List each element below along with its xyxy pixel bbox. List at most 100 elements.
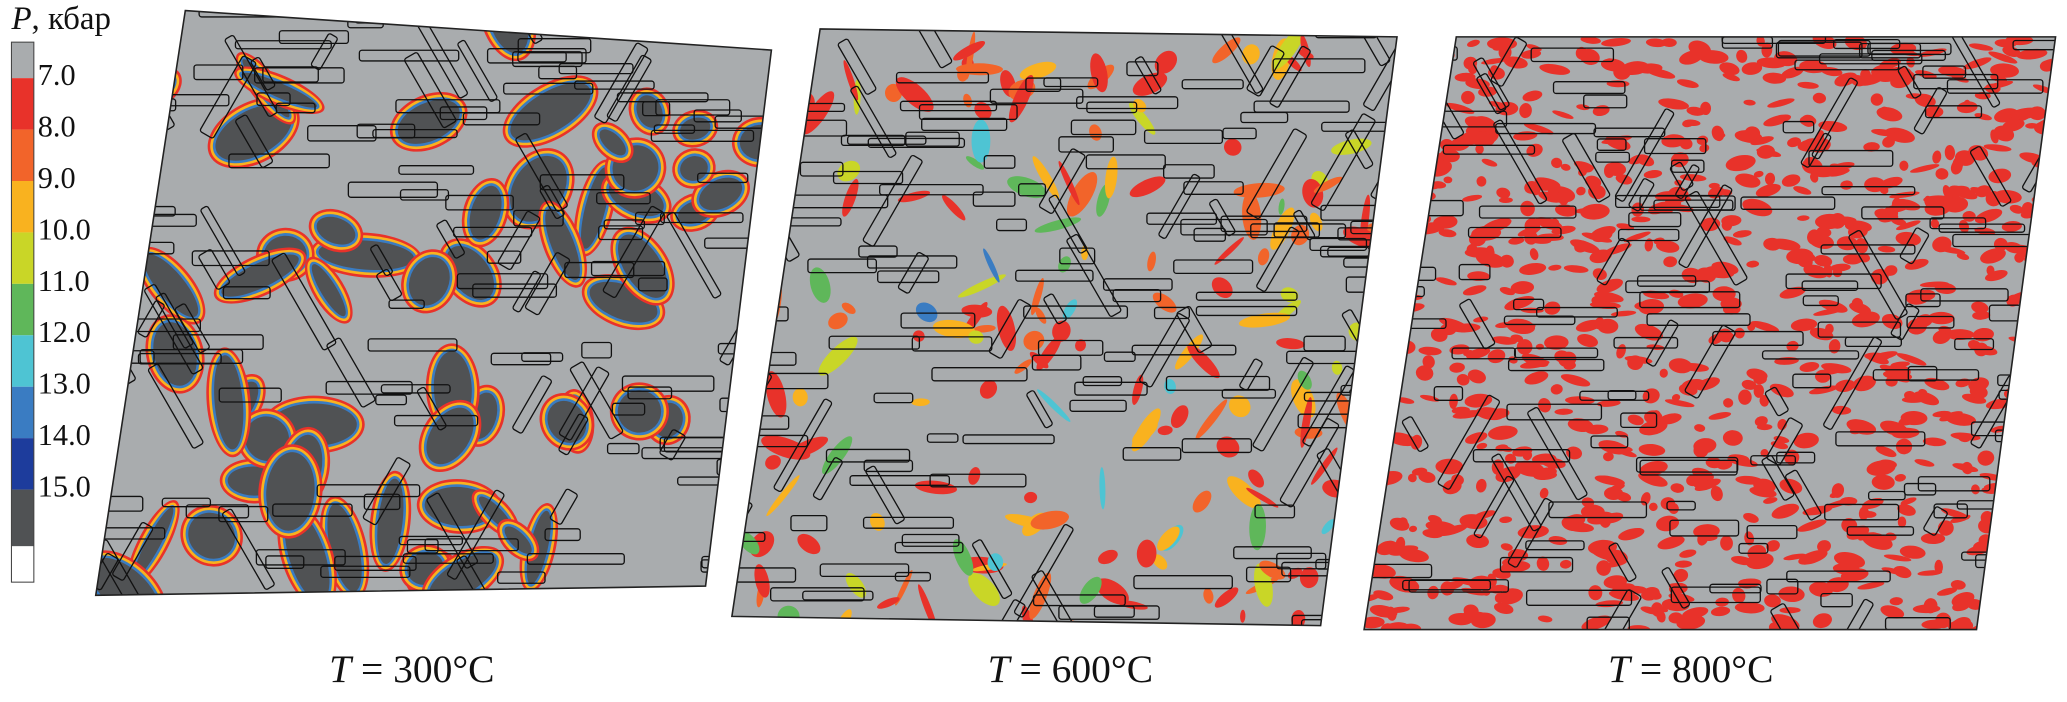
pressure-region bbox=[1889, 597, 1903, 606]
panel-caption: T = 800°C bbox=[1608, 647, 1773, 691]
pressure-region bbox=[1476, 478, 1487, 493]
pressure-region bbox=[1393, 319, 1411, 334]
pressure-region bbox=[1694, 424, 1706, 432]
grain-outline bbox=[1946, 79, 2044, 94]
pressure-region bbox=[1240, 609, 1246, 623]
pressure-region bbox=[1935, 168, 1949, 180]
pressure-region bbox=[1891, 427, 1920, 439]
pressure-region bbox=[1537, 615, 1553, 623]
grain-outline bbox=[1195, 291, 1298, 301]
pressure-region bbox=[1147, 251, 1156, 272]
pressure-region bbox=[1426, 48, 1455, 64]
pressure-region bbox=[1994, 108, 2019, 123]
grain-outline bbox=[139, 348, 244, 364]
pressure-map bbox=[95, 10, 772, 596]
pressure-region bbox=[1732, 230, 1752, 238]
pressure-region bbox=[1657, 535, 1685, 550]
grain-outline bbox=[1408, 579, 1510, 593]
pressure-region bbox=[1793, 186, 1812, 195]
grain-outline bbox=[1245, 566, 1292, 583]
grain-outline bbox=[899, 100, 998, 112]
grain-outline bbox=[512, 375, 552, 434]
grain-outline bbox=[185, 504, 250, 519]
caption-variable: T bbox=[988, 647, 1013, 691]
pressure-region bbox=[911, 398, 930, 407]
grain-outline bbox=[828, 335, 921, 350]
pressure-region bbox=[1495, 322, 1513, 329]
pressure-region bbox=[818, 336, 858, 376]
pressure-region bbox=[1803, 264, 1829, 279]
pressure-region bbox=[1768, 622, 1785, 630]
grain-outline bbox=[1507, 497, 1554, 568]
grain-outline bbox=[1180, 218, 1268, 236]
pressure-region bbox=[1750, 320, 1780, 333]
pressure-region bbox=[1302, 178, 1324, 208]
pressure-region bbox=[915, 302, 938, 323]
pressure-region bbox=[1519, 263, 1547, 275]
pressure-region bbox=[1601, 135, 1633, 144]
pressure-region bbox=[1627, 355, 1644, 371]
pressure-region bbox=[2040, 427, 2055, 440]
grain-outline bbox=[895, 71, 990, 84]
pressure-region bbox=[1645, 38, 1667, 48]
grain-outline bbox=[380, 384, 451, 394]
pressure-region bbox=[1884, 265, 1898, 276]
pressure-region bbox=[1871, 474, 1895, 490]
pressure-region bbox=[965, 156, 985, 170]
pressure-region bbox=[1988, 168, 2012, 184]
grain-outline bbox=[731, 567, 797, 583]
pressure-region bbox=[1890, 361, 1910, 368]
pressure-region bbox=[2007, 597, 2022, 612]
pressure-region bbox=[1499, 287, 1515, 296]
pressure-region bbox=[1418, 471, 1436, 483]
pressure-region bbox=[1763, 114, 1792, 127]
pressure-region bbox=[1399, 147, 1431, 160]
pressure-region bbox=[1449, 344, 1470, 355]
pressure-region bbox=[792, 388, 808, 407]
pressure-region bbox=[1753, 478, 1776, 494]
pressure-region bbox=[1422, 355, 1435, 369]
legend-title: P, кбар bbox=[10, 1, 111, 37]
pressure-region bbox=[1522, 90, 1543, 102]
grain-outline bbox=[1848, 229, 1908, 320]
grain-outline bbox=[1596, 237, 1630, 286]
pressure-region bbox=[1037, 389, 1071, 422]
grain-outline bbox=[358, 49, 460, 62]
grain-outline bbox=[1824, 503, 1900, 521]
grain-outline bbox=[1639, 195, 1736, 211]
pressure-region bbox=[1656, 610, 1666, 623]
pressure-region bbox=[1734, 327, 1745, 339]
pressure-region bbox=[1719, 62, 1740, 76]
pressure-region bbox=[1539, 487, 1549, 499]
pressure-region bbox=[1734, 602, 1765, 614]
grain-outline bbox=[558, 366, 610, 441]
pressure-region bbox=[1157, 526, 1180, 551]
pressure-region bbox=[1379, 171, 1406, 185]
pressure-region bbox=[1735, 173, 1761, 188]
pressure-region bbox=[1742, 198, 1773, 217]
grain-outline bbox=[621, 375, 715, 392]
pressure-region bbox=[1441, 580, 1464, 591]
grain-outline bbox=[549, 488, 578, 525]
pressure-region bbox=[1974, 345, 1998, 356]
pressure-region bbox=[1603, 575, 1628, 589]
pressure-region bbox=[973, 324, 996, 333]
pressure-region bbox=[95, 557, 160, 596]
grain-outline bbox=[2019, 598, 2056, 630]
pressure-region bbox=[1034, 217, 1082, 233]
colorbar-tick-label: 8.0 bbox=[38, 110, 76, 144]
pressure-region bbox=[1615, 174, 1633, 185]
grain-outline bbox=[1586, 616, 1630, 630]
colorbar-tick-label: 14.0 bbox=[38, 418, 91, 452]
pressure-region bbox=[1676, 614, 1706, 630]
pressure-region bbox=[1470, 612, 1496, 629]
pressure-region bbox=[1498, 197, 1513, 204]
pressure-region bbox=[1508, 237, 1525, 245]
pressure-region bbox=[2037, 442, 2056, 457]
pressure-region bbox=[1974, 227, 1996, 236]
grain-outline bbox=[1801, 280, 1859, 291]
pressure-region bbox=[1710, 485, 1723, 502]
grain-outline bbox=[1146, 212, 1218, 225]
pressure-region bbox=[1670, 483, 1685, 493]
pressure-region bbox=[1924, 106, 1944, 118]
